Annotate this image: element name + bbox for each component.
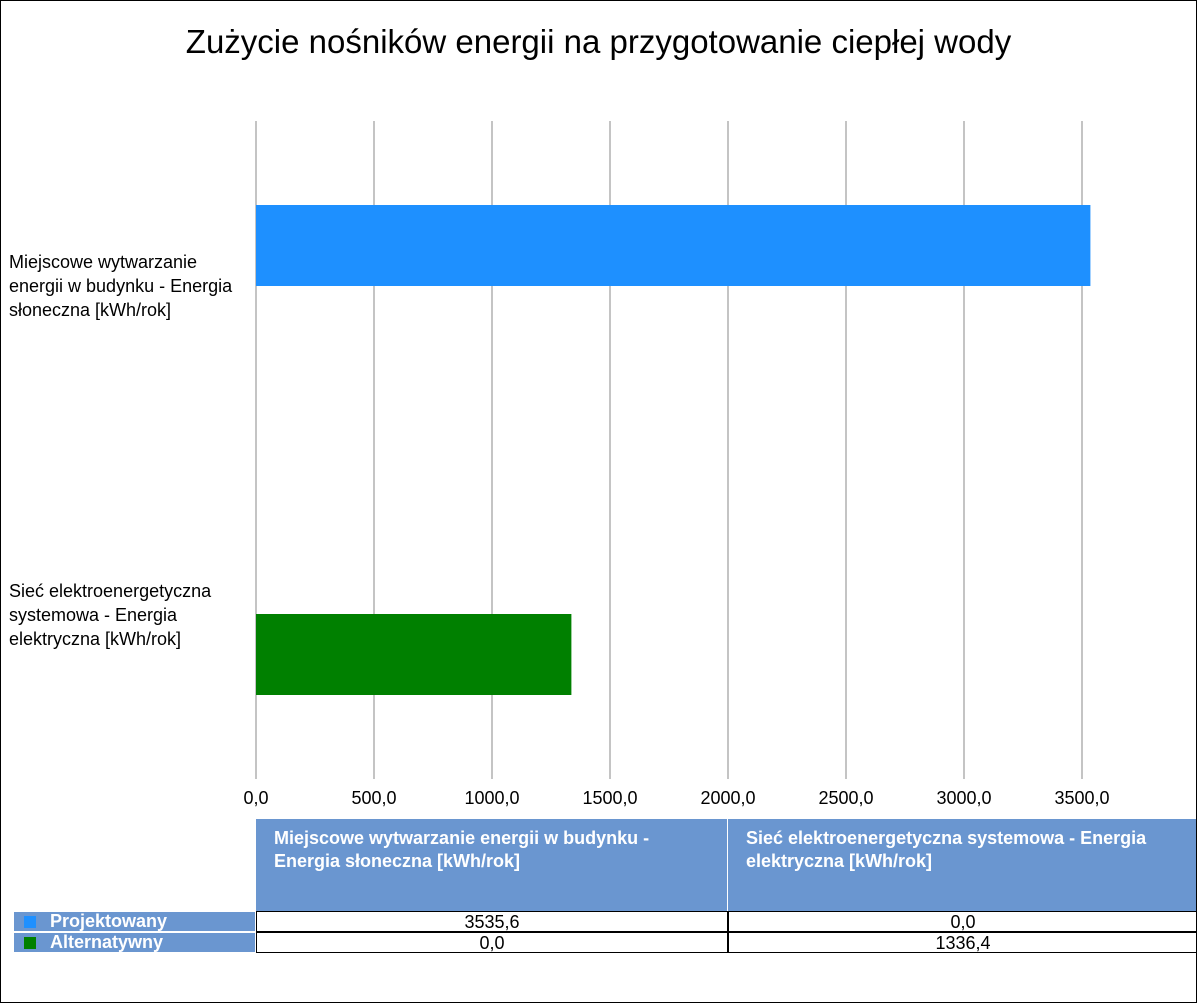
x-tick-label: 0,0 — [243, 788, 268, 808]
x-tick-label: 1500,0 — [582, 788, 637, 808]
table-value: 1336,4 — [728, 932, 1196, 953]
x-tick-label: 2000,0 — [700, 788, 755, 808]
x-tick-label: 500,0 — [351, 788, 396, 808]
category-text: Sieć elektroenergetyczna systemowa - Ene… — [9, 580, 212, 649]
plot: 0,0 500,0 1000,0 1500,0 2000,0 2500,0 3000,0 35… — [243, 121, 1110, 808]
legend-entry: Projektowany — [13, 911, 256, 932]
legend-label: Projektowany — [50, 911, 168, 931]
chart-title: Zużycie nośników energii na przygotowani… — [185, 23, 1012, 60]
x-tick-label: 1000,0 — [464, 788, 519, 808]
category-text: Miejscowe wytwarzanie energii w budynku … — [9, 251, 233, 320]
x-tick-label: 3000,0 — [936, 788, 991, 808]
table-header: Sieć elektroenergetyczna systemowa - Ene… — [728, 819, 1196, 911]
table-value: 0,0 — [256, 932, 728, 953]
table-value: 3535,6 — [256, 911, 728, 932]
category-label: Miejscowe wytwarzanie energii w budynku … — [9, 121, 253, 450]
table-value: 0,0 — [728, 911, 1196, 932]
legend-label: Alternatywny — [50, 932, 164, 952]
legend-entry: Alternatywny — [13, 932, 256, 953]
legend-swatch — [24, 936, 36, 949]
bar — [256, 614, 572, 695]
table-header: Miejscowe wytwarzanie energii w budynku … — [256, 819, 728, 911]
legend-swatch — [24, 915, 36, 928]
bar — [256, 205, 1091, 286]
x-tick-label: 2500,0 — [818, 788, 873, 808]
x-tick-label: 3500,0 — [1054, 788, 1109, 808]
category-label: Sieć elektroenergetyczna systemowa - Ene… — [9, 450, 253, 779]
